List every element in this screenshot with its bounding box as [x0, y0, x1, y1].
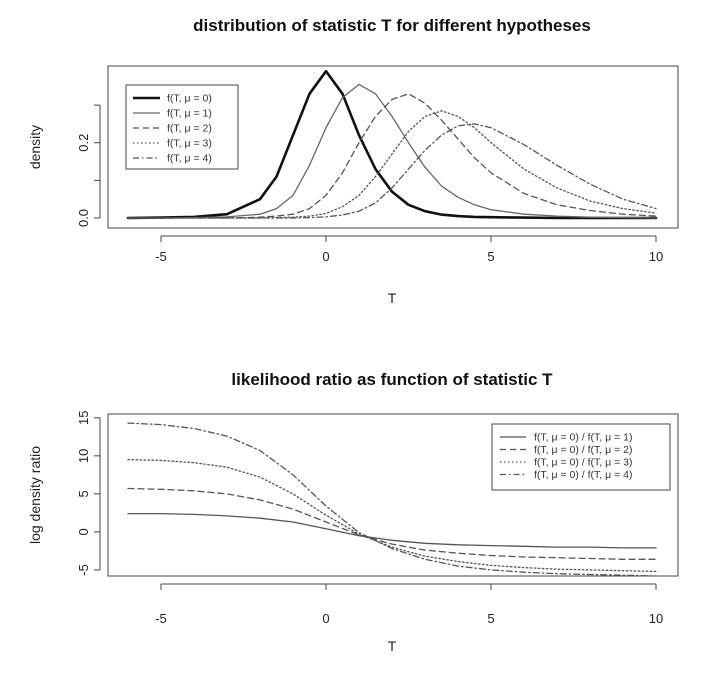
series-line-5: [127, 123, 657, 219]
y-tick-label: 0.2: [76, 134, 91, 152]
legend-label: f(T, μ = 3): [167, 138, 212, 150]
series-line-2: [127, 487, 657, 560]
x-tick-label: 5: [487, 249, 494, 264]
density-chart: distribution of statistic T for differen…: [27, 16, 679, 306]
legend-label: f(T, μ = 0) / f(T, μ = 3): [534, 457, 632, 469]
chart-title: distribution of statistic T for differen…: [193, 16, 591, 35]
legend-label: f(T, μ = 1): [167, 108, 212, 120]
plot-frame: [107, 65, 679, 229]
legend-label: f(T, μ = 0): [167, 93, 212, 105]
x-tick-label: 10: [649, 249, 663, 264]
x-tick-label: 10: [649, 611, 663, 626]
x-tick-label: -5: [155, 611, 167, 626]
legend-box: [491, 423, 671, 491]
legend-label: f(T, μ = 0) / f(T, μ = 4): [534, 469, 632, 481]
legend-label: f(T, μ = 0) / f(T, μ = 2): [534, 444, 632, 456]
series-line-4: [127, 110, 657, 219]
y-tick-label: 0.0: [76, 209, 91, 227]
x-tick-label: 0: [322, 249, 329, 264]
chart-title: likelihood ratio as function of statisti…: [231, 370, 553, 389]
x-tick-label: 0: [322, 611, 329, 626]
x-ticks: -5 0 5 10: [155, 583, 663, 626]
legend-items: f(T, μ = 0) f(T, μ = 1) f(T, μ = 2) f(T, μ …: [133, 93, 212, 165]
plot-frame: [107, 413, 679, 577]
y-axis-label: log density ratio: [27, 446, 43, 544]
legend-label: f(T, μ = 2): [167, 123, 212, 135]
y-tick-label: 10: [76, 449, 91, 463]
y-tick-label: -5: [76, 564, 91, 576]
series-line-3: [127, 458, 657, 573]
x-tick-label: -5: [155, 249, 167, 264]
legend: f(T, μ = 0) f(T, μ = 1) f(T, μ = 2) f(T, μ …: [125, 84, 239, 170]
series-line-1: [127, 512, 657, 549]
series-line-3: [127, 93, 657, 219]
y-axis-label: density: [27, 125, 43, 169]
y-tick-label: 5: [76, 490, 91, 497]
x-tick-label: 5: [487, 611, 494, 626]
series-line-4: [127, 422, 657, 577]
legend-label: f(T, μ = 0) / f(T, μ = 1): [534, 432, 632, 444]
y-ticks: 0.0 0.2: [76, 104, 101, 227]
legend-items: f(T, μ = 0) / f(T, μ = 1)f(T, μ = 0) / f…: [500, 432, 632, 481]
x-axis-label: T: [388, 638, 397, 654]
y-tick-label: 15: [76, 411, 91, 425]
legend: f(T, μ = 0) / f(T, μ = 1)f(T, μ = 0) / f…: [491, 423, 671, 491]
y-ticks: -5 0 5 10 15: [76, 411, 101, 576]
x-axis-label: T: [388, 290, 397, 306]
series-group: [126, 69, 658, 220]
series-group: [127, 422, 657, 577]
series-line-2: [127, 83, 657, 219]
legend-label: f(T, μ = 4): [167, 153, 212, 165]
x-ticks: -5 0 5 10: [155, 235, 663, 264]
likelihood-ratio-chart: likelihood ratio as function of statisti…: [27, 370, 679, 654]
y-tick-label: 0: [76, 528, 91, 535]
series-line-1: [126, 69, 658, 220]
